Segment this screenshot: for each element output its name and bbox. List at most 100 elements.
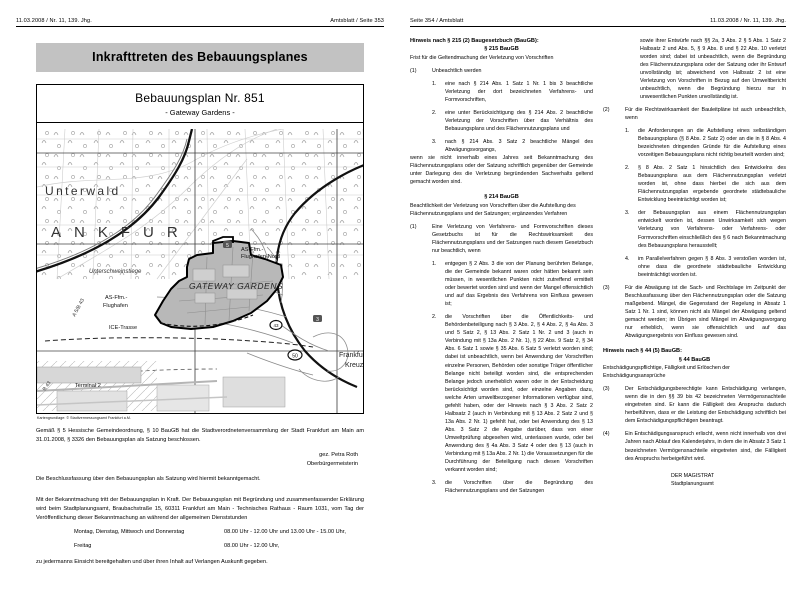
office-hours-time-2: 08.00 Uhr - 12.00 Uhr, bbox=[224, 542, 280, 549]
clause-44-4: (4) Ein Entschädigungsanspruch erlischt,… bbox=[603, 430, 786, 462]
site-map: Bebauungsplan Nr. 851 - Gateway Gardens … bbox=[36, 83, 364, 414]
hinweis-215-heading: Hinweis nach § 215 (2) Baugesetzbuch (Ba… bbox=[410, 37, 539, 44]
clause-text: Ein Entschädigungsanspruch erlischt, wen… bbox=[625, 431, 786, 462]
page-title-banner: Inkrafttreten des Bebauungsplanes bbox=[36, 42, 364, 72]
map-label-gateway-gardens: GATEWAY GARDENS bbox=[189, 281, 283, 291]
list-item-text: im Parallelverfahren gegen § 8 Abs. 3 ve… bbox=[638, 255, 786, 278]
signature-title: Oberbürgermeisterin bbox=[306, 460, 358, 467]
left-page-header: 11.03.2008 / Nr. 11, 139. Jhg. Amtsblatt… bbox=[16, 18, 384, 27]
announcement-paragraph: Die Beschlussfassung über den Bebauungsp… bbox=[36, 476, 261, 483]
clause-num: (3) bbox=[603, 284, 610, 291]
list-item-num: 2. bbox=[432, 109, 437, 116]
clause-text: Für die Abwägung ist die Sach- und Recht… bbox=[625, 284, 786, 340]
list-item-num: 1. bbox=[625, 127, 630, 134]
svg-text:3: 3 bbox=[316, 317, 319, 323]
office-hours-days-2: Freitag bbox=[74, 542, 92, 549]
clause-214-1: (1) Eine Verletzung von Verfahrens- und … bbox=[410, 223, 593, 255]
paragraph-215-lead: Frist für die Geltendmachung der Verletz… bbox=[410, 54, 554, 61]
column-2: sowie ihrer Entwürfe nach §§ 2a, 3 Abs. … bbox=[603, 37, 786, 496]
clause-num: (1) bbox=[410, 223, 417, 230]
map-label-frankfurter-kreuz-2: Kreuz bbox=[345, 362, 363, 369]
clause-num: (4) bbox=[603, 431, 610, 438]
clause-text: Eine Verletzung von Verfahrens- und Form… bbox=[432, 223, 593, 254]
list-item-text: die Anforderungen an die Aufstellung ein… bbox=[638, 127, 786, 159]
list-item: 2. eine unter Berücksichtigung des § 214… bbox=[432, 109, 593, 133]
list-item-num: 4. bbox=[625, 255, 630, 262]
svg-text:50: 50 bbox=[292, 353, 298, 359]
clause-text: Für die Rechtswirksamkeit der Bauleitplä… bbox=[625, 106, 786, 121]
list-item-num: 3. bbox=[432, 138, 437, 145]
map-label-as-flughafen-2: Flughafen bbox=[103, 303, 128, 309]
list-item: 2. § 8 Abs. 2 Satz 1 hinsichtlich des En… bbox=[625, 164, 786, 204]
clause-214-1-sublist: 1. entgegen § 2 Abs. 3 die von der Planu… bbox=[432, 260, 593, 495]
list-item-num: 3. bbox=[432, 480, 437, 487]
clause-215-1: (1) Unbeachtlich werden bbox=[410, 67, 593, 75]
map-label-as-flughafen-nord-2: Flughafen-Nord bbox=[241, 254, 280, 260]
list-item-text: der Bebauungsplan aus einem Flächennutzu… bbox=[638, 210, 786, 249]
hinweis-44-heading: Hinweis nach § 44 (5) BauGB: bbox=[603, 348, 682, 355]
list-item-num: 1. bbox=[432, 260, 437, 267]
paragraph-214-title: § 214 BauGB bbox=[484, 194, 519, 201]
right-page: Seite 354 / Amtsblatt 11.03.2008 / Nr. 1… bbox=[400, 0, 800, 600]
header-date-left: 11.03.2008 / Nr. 11, 139. Jhg. bbox=[16, 18, 92, 24]
clause-text: Unbeachtlich werden bbox=[432, 67, 482, 74]
map-credit: Kartengrundlage: © Stadtvermessungsamt F… bbox=[37, 415, 131, 420]
list-item-num: 1. bbox=[432, 80, 437, 87]
clause-215-1-sublist: 1. eine nach § 214 Abs. 1 Satz 1 Nr. 1 b… bbox=[432, 80, 593, 154]
resolution-paragraph: Gemäß § 5 Hessische Gemeindeordnung, § 1… bbox=[36, 427, 364, 443]
signature-name: gez. Petra Roth bbox=[319, 451, 358, 458]
list-item-text: eine nach § 214 Abs. 1 Satz 1 Nr. 1 bis … bbox=[445, 80, 593, 103]
list-item: 1. die Anforderungen an die Aufstellung … bbox=[625, 127, 786, 159]
list-item-num: 3. bbox=[625, 210, 630, 217]
office-hours-row-1: Montag, Dienstag, Mittwoch und Donnersta… bbox=[74, 528, 364, 537]
map-subtitle: - Gateway Gardens - bbox=[165, 107, 235, 117]
paragraph-215-title: § 215 BauGB bbox=[484, 46, 519, 52]
two-column-body: Hinweis nach § 215 (2) Baugesetzbuch (Ba… bbox=[410, 37, 786, 496]
office-hours-days-1: Montag, Dienstag, Mittwoch und Donnersta… bbox=[74, 528, 185, 535]
map-shield-43: 43 bbox=[269, 319, 283, 330]
office-hours-time-1: 08.00 Uhr - 12.00 Uhr und 13.00 Uhr - 15… bbox=[224, 528, 346, 535]
clause-num: (1) bbox=[410, 67, 417, 74]
map-label-frankfurt: ANKFUR bbox=[51, 224, 191, 241]
map-label-unterschweinstiege: Unterschweinstiege bbox=[89, 269, 142, 275]
page-divider bbox=[400, 0, 401, 600]
svg-text:5: 5 bbox=[226, 243, 229, 249]
clause-215-closing: wenn sie nicht innerhalb eines Jahres se… bbox=[410, 154, 593, 186]
magistrat-signature: DER MAGISTRAT Stadtplanungsamt bbox=[671, 472, 786, 488]
map-title-area: Bebauungsplan Nr. 851 - Gateway Gardens … bbox=[37, 84, 363, 123]
list-item: 1. entgegen § 2 Abs. 3 die von der Planu… bbox=[432, 260, 593, 308]
inspection-paragraph: Mit der Bekanntmachung tritt der Bebauun… bbox=[36, 496, 364, 521]
clause-214-3: (3) Für die Abwägung ist die Sach- und R… bbox=[603, 284, 786, 340]
list-item-text: § 8 Abs. 2 Satz 1 hinsichtlich des Entwi… bbox=[638, 165, 786, 204]
paragraph-44-title: § 44 BauGB bbox=[678, 356, 711, 363]
list-item: 4. im Parallelverfahren gegen § 8 Abs. 3… bbox=[625, 255, 786, 279]
continued-text: sowie ihrer Entwürfe nach §§ 2a, 3 Abs. … bbox=[640, 37, 786, 100]
list-item-num: 2. bbox=[432, 314, 437, 321]
map-canvas: Unterwald ANKFUR Unterschweinstiege GATE… bbox=[37, 128, 363, 413]
map-label-ice-trasse: ICE-Trasse bbox=[109, 325, 137, 331]
magistrat-line-2: Stadtplanungsamt bbox=[671, 480, 714, 487]
list-item: 1. eine nach § 214 Abs. 1 Satz 1 Nr. 1 b… bbox=[432, 80, 593, 104]
list-item: 2. die Vorschriften über die Öffentlichk… bbox=[432, 313, 593, 474]
header-page-left: Amtsblatt / Seite 353 bbox=[330, 18, 384, 24]
header-page-right: Seite 354 / Amtsblatt bbox=[410, 18, 464, 24]
map-label-as-flughafen-nord: AS-Ffm.- bbox=[241, 247, 264, 253]
map-shield-a3: 3 bbox=[313, 314, 322, 323]
map-shield-50: 50 bbox=[287, 348, 303, 361]
list-item: 3. die Vorschriften über die Begründung … bbox=[432, 479, 593, 495]
map-label-terminal2: Terminal 2 bbox=[75, 383, 101, 389]
map-shield-a5: 5 bbox=[223, 240, 232, 249]
clause-214-2: (2) Für die Rechtswirksamkeit der Baulei… bbox=[603, 106, 786, 122]
map-label-as-flughafen: AS-Ffm.- bbox=[105, 295, 128, 301]
magistrat-line-1: DER MAGISTRAT bbox=[671, 472, 715, 479]
clause-44-3: (3) Der Entschädigungsberechtigte kann E… bbox=[603, 385, 786, 425]
office-hours-row-2: Freitag 08.00 Uhr - 12.00 Uhr, bbox=[74, 542, 364, 551]
signature-block: gez. Petra Roth Oberbürgermeisterin bbox=[16, 451, 358, 469]
column-1: Hinweis nach § 215 (2) Baugesetzbuch (Ba… bbox=[410, 37, 593, 496]
closing-paragraph: zu jedermanns Einsicht bereitgehalten un… bbox=[36, 558, 268, 565]
header-date-right: 11.03.2008 / Nr. 11, 139. Jhg. bbox=[710, 18, 786, 24]
paragraph-44-lead: Entschädigungspflichtige, Fälligkeit und… bbox=[603, 365, 730, 380]
list-item-text: eine unter Berücksichtigung des § 214 Ab… bbox=[445, 109, 593, 132]
map-title: Bebauungsplan Nr. 851 bbox=[135, 90, 265, 105]
